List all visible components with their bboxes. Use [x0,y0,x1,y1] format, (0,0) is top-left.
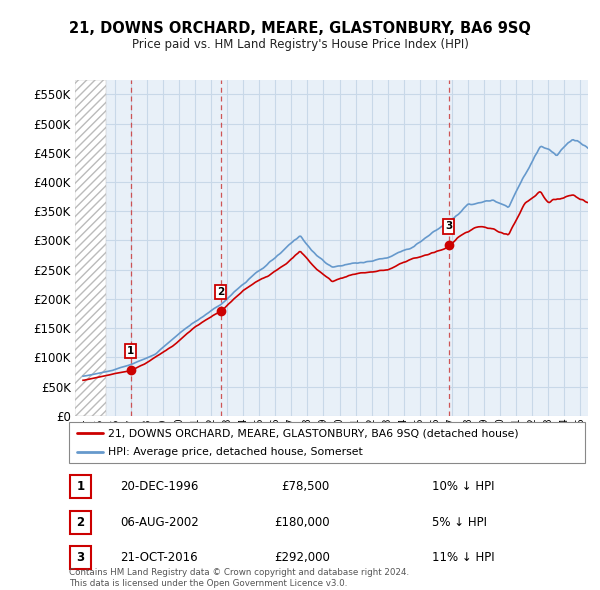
Text: 21-OCT-2016: 21-OCT-2016 [120,551,197,564]
Text: 21, DOWNS ORCHARD, MEARE, GLASTONBURY, BA6 9SQ: 21, DOWNS ORCHARD, MEARE, GLASTONBURY, B… [69,21,531,35]
FancyBboxPatch shape [70,546,91,569]
FancyBboxPatch shape [70,476,91,498]
Text: 21, DOWNS ORCHARD, MEARE, GLASTONBURY, BA6 9SQ (detached house): 21, DOWNS ORCHARD, MEARE, GLASTONBURY, B… [108,428,518,438]
Text: £180,000: £180,000 [274,516,330,529]
FancyBboxPatch shape [70,511,91,533]
Text: 1: 1 [76,480,85,493]
Text: 3: 3 [76,551,85,564]
Text: Contains HM Land Registry data © Crown copyright and database right 2024.: Contains HM Land Registry data © Crown c… [69,568,409,577]
Bar [75,80,106,416]
Text: 3: 3 [445,221,452,231]
Text: 11% ↓ HPI: 11% ↓ HPI [432,551,494,564]
Text: 10% ↓ HPI: 10% ↓ HPI [432,480,494,493]
Text: This data is licensed under the Open Government Licence v3.0.: This data is licensed under the Open Gov… [69,579,347,588]
Text: £78,500: £78,500 [282,480,330,493]
Text: 20-DEC-1996: 20-DEC-1996 [120,480,199,493]
Text: 06-AUG-2002: 06-AUG-2002 [120,516,199,529]
Text: Price paid vs. HM Land Registry's House Price Index (HPI): Price paid vs. HM Land Registry's House … [131,38,469,51]
Text: 2: 2 [217,287,224,297]
Text: 5% ↓ HPI: 5% ↓ HPI [432,516,487,529]
Text: 2: 2 [76,516,85,529]
Text: 1: 1 [127,346,134,356]
Text: HPI: Average price, detached house, Somerset: HPI: Average price, detached house, Some… [108,447,362,457]
Text: £292,000: £292,000 [274,551,330,564]
